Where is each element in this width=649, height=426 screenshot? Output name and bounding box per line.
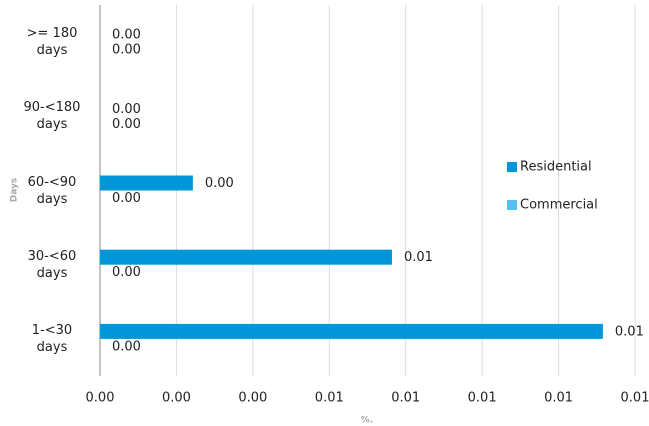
value-label: 0.00: [205, 176, 234, 191]
y-tick-label: 1-<30 days: [31, 322, 73, 355]
x-tick-label: 0.01: [621, 391, 649, 406]
value-label: 0.00: [112, 265, 141, 280]
x-tick-label: 0.00: [86, 391, 115, 406]
x-tick-label: 0.01: [391, 391, 420, 406]
y-tick-label: >= 180 days: [26, 26, 78, 59]
x-tick-label: 0.01: [468, 391, 497, 406]
value-label: 0.00: [112, 191, 141, 206]
bar: [100, 175, 193, 191]
value-label: 0.00: [112, 339, 141, 354]
value-label: 0.00: [112, 102, 141, 117]
y-axis-title: Days: [10, 178, 20, 203]
legend-label: Residential: [520, 160, 592, 175]
x-tick-label: 0.01: [315, 391, 344, 406]
bar: [100, 323, 603, 339]
value-label: 0.00: [112, 43, 141, 58]
legend-swatch: [507, 200, 517, 210]
value-label: 0.01: [404, 250, 433, 265]
x-axis-title: %.: [361, 416, 373, 426]
legend-label: Commercial: [520, 198, 598, 213]
value-label: 0.00: [112, 117, 141, 132]
value-label: 0.01: [615, 324, 644, 339]
y-tick-label: 90-<180 days: [23, 100, 81, 133]
y-tick-label: 30-<60 days: [27, 248, 77, 281]
bar: [100, 249, 392, 265]
x-tick-label: 0.00: [162, 391, 191, 406]
value-label: 0.00: [112, 28, 141, 43]
y-tick-label: 60-<90 days: [27, 174, 77, 207]
x-tick-label: 0.01: [544, 391, 573, 406]
x-tick-label: 0.00: [238, 391, 267, 406]
legend-swatch: [507, 162, 517, 172]
